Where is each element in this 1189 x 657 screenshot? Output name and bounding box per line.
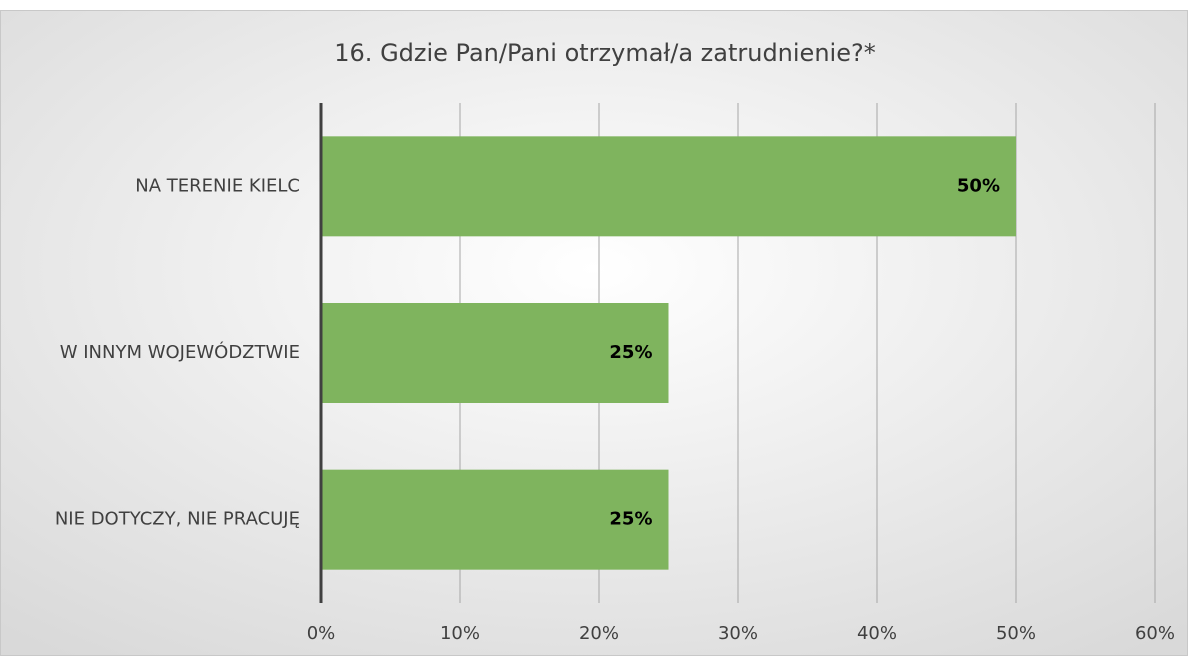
y-tick-label: W INNYM WOJEWÓDZTWIE: [60, 341, 300, 363]
data-label: 25%: [609, 342, 652, 363]
x-tick-label: 0%: [307, 623, 336, 644]
bar: [321, 303, 669, 403]
bar: [321, 469, 669, 570]
x-tick-label: 60%: [1135, 623, 1175, 644]
x-tick-label: 10%: [440, 623, 480, 644]
x-tick-label: 40%: [857, 623, 897, 644]
x-tick-label: 20%: [579, 623, 619, 644]
bar: [321, 136, 1016, 237]
y-tick-label: NA TERENIE KIELC: [135, 175, 300, 196]
data-label: 50%: [957, 175, 1000, 196]
chart-title: 16. Gdzie Pan/Pani otrzymał/a zatrudnien…: [334, 39, 875, 67]
data-label: 25%: [609, 509, 652, 530]
x-tick-label: 30%: [718, 623, 758, 644]
y-tick-label: NIE DOTYCZY, NIE PRACUJĘ: [55, 509, 300, 530]
x-tick-label: 50%: [996, 623, 1036, 644]
